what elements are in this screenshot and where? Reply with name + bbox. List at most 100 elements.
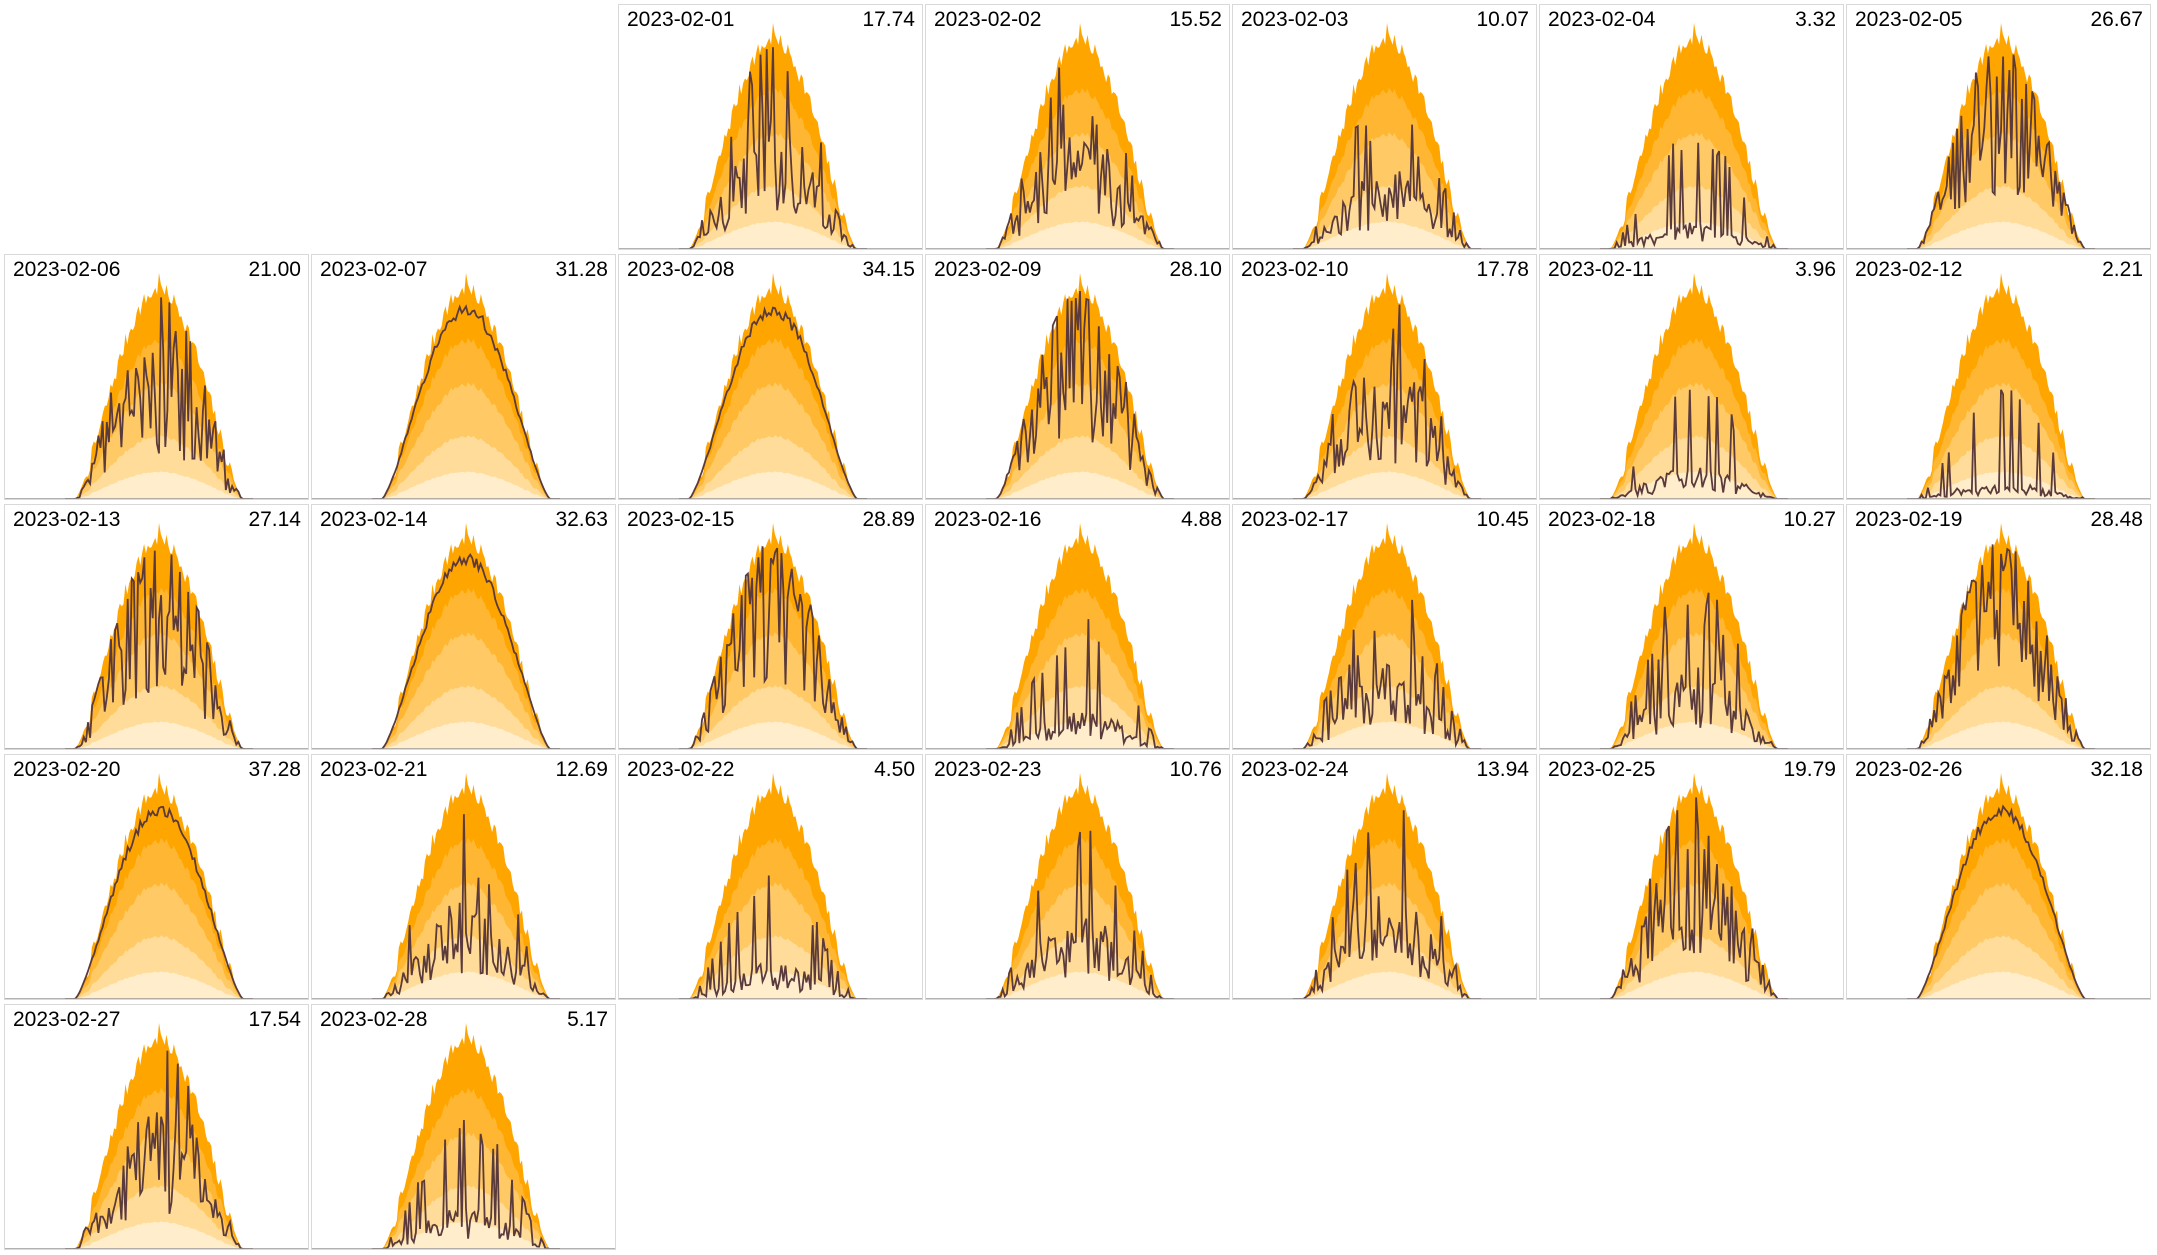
day-profile-plot — [926, 23, 1229, 249]
day-cell: 2023-02-20 37.28 — [4, 754, 309, 1000]
day-profile-plot — [1233, 273, 1536, 499]
actual-production-line — [1907, 389, 2095, 499]
day-date-label: 2023-02-19 — [1855, 508, 1963, 531]
envelope-band-4 — [1303, 471, 1471, 499]
day-profile-plot — [1540, 23, 1843, 249]
envelope-band-4 — [996, 721, 1164, 749]
envelope-band-4 — [75, 471, 243, 499]
actual-production-line — [1293, 810, 1481, 999]
day-profile-plot — [1540, 773, 1843, 999]
envelope-band-4 — [1610, 221, 1778, 249]
day-total-label: 32.18 — [2090, 758, 2143, 781]
day-total-label: 21.00 — [248, 258, 301, 281]
actual-production-line — [1600, 389, 1788, 499]
day-cell: 2023-02-28 5.17 — [311, 1004, 616, 1250]
day-cell: 2023-02-07 31.28 — [311, 254, 616, 500]
day-total-label: 5.17 — [567, 1008, 608, 1031]
day-total-label: 31.28 — [555, 258, 608, 281]
envelope-band-4 — [1917, 971, 2085, 999]
envelope-band-4 — [382, 721, 550, 749]
day-date-label: 2023-02-17 — [1241, 508, 1349, 531]
actual-production-line — [1907, 54, 2095, 249]
day-cell: 2023-02-02 15.52 — [925, 4, 1230, 250]
day-date-label: 2023-02-23 — [934, 758, 1042, 781]
day-profile-plot — [312, 273, 615, 499]
day-total-label: 2.21 — [2102, 258, 2143, 281]
day-cell: 2023-02-15 28.89 — [618, 504, 923, 750]
day-total-label: 17.78 — [1476, 258, 1529, 281]
actual-production-line — [1907, 544, 2095, 749]
day-profile-plot — [312, 1023, 615, 1249]
actual-production-line — [65, 1050, 253, 1249]
day-cell: 2023-02-03 10.07 — [1232, 4, 1537, 250]
day-date-label: 2023-02-25 — [1548, 758, 1656, 781]
day-profile-plot — [926, 773, 1229, 999]
day-total-label: 3.32 — [1795, 8, 1836, 31]
actual-production-line — [986, 290, 1174, 499]
actual-production-line — [1907, 804, 2095, 999]
day-profile-plot — [312, 523, 615, 749]
day-cell: 2023-02-14 32.63 — [311, 504, 616, 750]
day-profile-plot — [312, 773, 615, 999]
actual-production-line — [1600, 797, 1788, 999]
day-date-label: 2023-02-08 — [627, 258, 735, 281]
day-cell: 2023-02-16 4.88 — [925, 504, 1230, 750]
day-date-label: 2023-02-21 — [320, 758, 428, 781]
actual-production-line — [65, 297, 253, 499]
envelope-band-4 — [382, 1221, 550, 1249]
day-total-label: 10.76 — [1169, 758, 1222, 781]
day-total-label: 28.48 — [2090, 508, 2143, 531]
day-total-label: 10.07 — [1476, 8, 1529, 31]
actual-production-line — [986, 619, 1174, 749]
actual-production-line — [1293, 304, 1481, 499]
envelope-band-4 — [382, 971, 550, 999]
day-cell: 2023-02-23 10.76 — [925, 754, 1230, 1000]
day-cell: 2023-02-18 10.27 — [1539, 504, 1844, 750]
day-cell: 2023-02-19 28.48 — [1846, 504, 2151, 750]
day-total-label: 10.27 — [1783, 508, 1836, 531]
day-total-label: 13.94 — [1476, 758, 1529, 781]
day-profile-plot — [1540, 523, 1843, 749]
day-date-label: 2023-02-24 — [1241, 758, 1349, 781]
envelope-band-4 — [1303, 221, 1471, 249]
day-profile-plot — [619, 523, 922, 749]
actual-production-line — [1293, 124, 1481, 249]
day-profile-plot — [1847, 773, 2150, 999]
actual-production-line — [1293, 599, 1481, 749]
day-profile-plot — [926, 523, 1229, 749]
day-cell: 2023-02-12 2.21 — [1846, 254, 2151, 500]
day-date-label: 2023-02-15 — [627, 508, 735, 531]
day-cell: 2023-02-09 28.10 — [925, 254, 1230, 500]
day-cell: 2023-02-13 27.14 — [4, 504, 309, 750]
day-date-label: 2023-02-03 — [1241, 8, 1349, 31]
day-total-label: 34.15 — [862, 258, 915, 281]
envelope-band-4 — [1610, 971, 1778, 999]
day-date-label: 2023-02-16 — [934, 508, 1042, 531]
day-date-label: 2023-02-02 — [934, 8, 1042, 31]
day-total-label: 27.14 — [248, 508, 301, 531]
day-total-label: 4.88 — [1181, 508, 1222, 531]
day-cell: 2023-02-25 19.79 — [1539, 754, 1844, 1000]
envelope-band-4 — [75, 1221, 243, 1249]
day-cell: 2023-02-05 26.67 — [1846, 4, 2151, 250]
actual-production-line — [679, 305, 867, 499]
day-cell: 2023-02-08 34.15 — [618, 254, 923, 500]
day-cell: 2023-02-11 3.96 — [1539, 254, 1844, 500]
day-cell: 2023-02-04 3.32 — [1539, 4, 1844, 250]
actual-production-line — [65, 550, 253, 749]
day-profile-plot — [5, 523, 308, 749]
envelope-band-4 — [996, 221, 1164, 249]
day-total-label: 4.50 — [874, 758, 915, 781]
day-profile-plot — [1847, 273, 2150, 499]
envelope-band-4 — [1917, 721, 2085, 749]
actual-production-line — [372, 814, 560, 999]
day-cell: 2023-02-01 17.74 — [618, 4, 923, 250]
day-total-label: 3.96 — [1795, 258, 1836, 281]
envelope-band-4 — [689, 721, 857, 749]
day-profile-plot — [1233, 773, 1536, 999]
day-profile-plot — [1233, 523, 1536, 749]
day-total-label: 32.63 — [555, 508, 608, 531]
day-date-label: 2023-02-26 — [1855, 758, 1963, 781]
actual-production-line — [65, 805, 253, 999]
actual-production-line — [1600, 142, 1788, 249]
